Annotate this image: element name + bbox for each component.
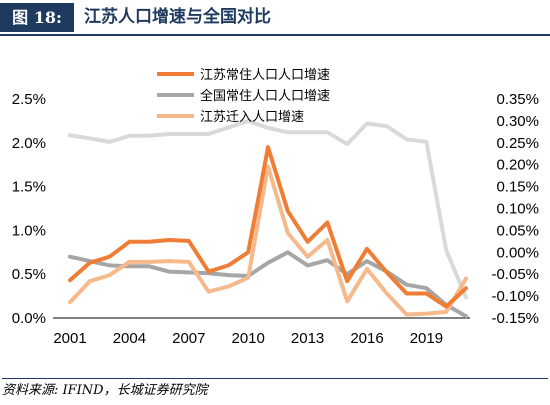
series-line-1 xyxy=(68,145,468,309)
y-right-tick-label: 0.25% xyxy=(496,135,539,152)
legend-label: 全国常住人口人口增速 xyxy=(200,88,330,104)
y-left-tick-label: 1.5% xyxy=(12,179,46,196)
x-tick-label: 2007 xyxy=(172,330,205,347)
figure-number: 图 18: xyxy=(0,3,74,32)
y-right-tick-label: 0.05% xyxy=(496,222,539,239)
y-right-tick-label: 0.10% xyxy=(496,201,539,218)
chart: 0.0% 0.5% 1.0% 1.5% 2.0% 2.5% -0.15% -0.10% -0.0… xyxy=(12,67,539,347)
y-right-tick-label: -0.15% xyxy=(491,310,539,327)
y-left-tick-label: 0.0% xyxy=(12,310,46,327)
series-line-3 xyxy=(68,164,468,317)
y-left-tick-label: 2.0% xyxy=(12,135,46,152)
y-right-tick-label: -0.05% xyxy=(491,266,539,283)
legend-label: 江苏迁入人口增速 xyxy=(200,109,304,125)
x-tick-label: 2019 xyxy=(410,330,443,347)
y-left-tick-label: 2.5% xyxy=(12,91,46,108)
y-right-tick-label: 0.15% xyxy=(496,179,539,196)
source-note: 资料来源: IFIND，长城证券研究院 xyxy=(2,378,548,401)
y-right-tick-label: 0.20% xyxy=(496,157,539,174)
figure-title-bar: 图 18: 江苏人口增速与全国对比 xyxy=(0,0,550,36)
y-left-tick-label: 1.0% xyxy=(12,222,46,239)
figure-title: 江苏人口增速与全国对比 xyxy=(84,7,271,27)
x-tick-label: 2004 xyxy=(113,330,146,347)
legend-label: 江苏常住人口人口增速 xyxy=(200,67,330,83)
y-left-tick-label: 0.5% xyxy=(12,266,46,283)
y-right-tick-label: -0.10% xyxy=(491,288,539,305)
x-tick-label: 2016 xyxy=(350,330,383,347)
series-line-4 xyxy=(68,118,468,300)
x-tick-label: 2001 xyxy=(53,330,86,347)
y-right-tick-label: 0.35% xyxy=(496,91,539,108)
x-tick-label: 2010 xyxy=(232,330,265,347)
series-line-2 xyxy=(68,250,468,319)
y-right-tick-label: 0.00% xyxy=(496,244,539,261)
x-tick-label: 2013 xyxy=(291,330,324,347)
y-right-tick-label: 0.30% xyxy=(496,113,539,130)
